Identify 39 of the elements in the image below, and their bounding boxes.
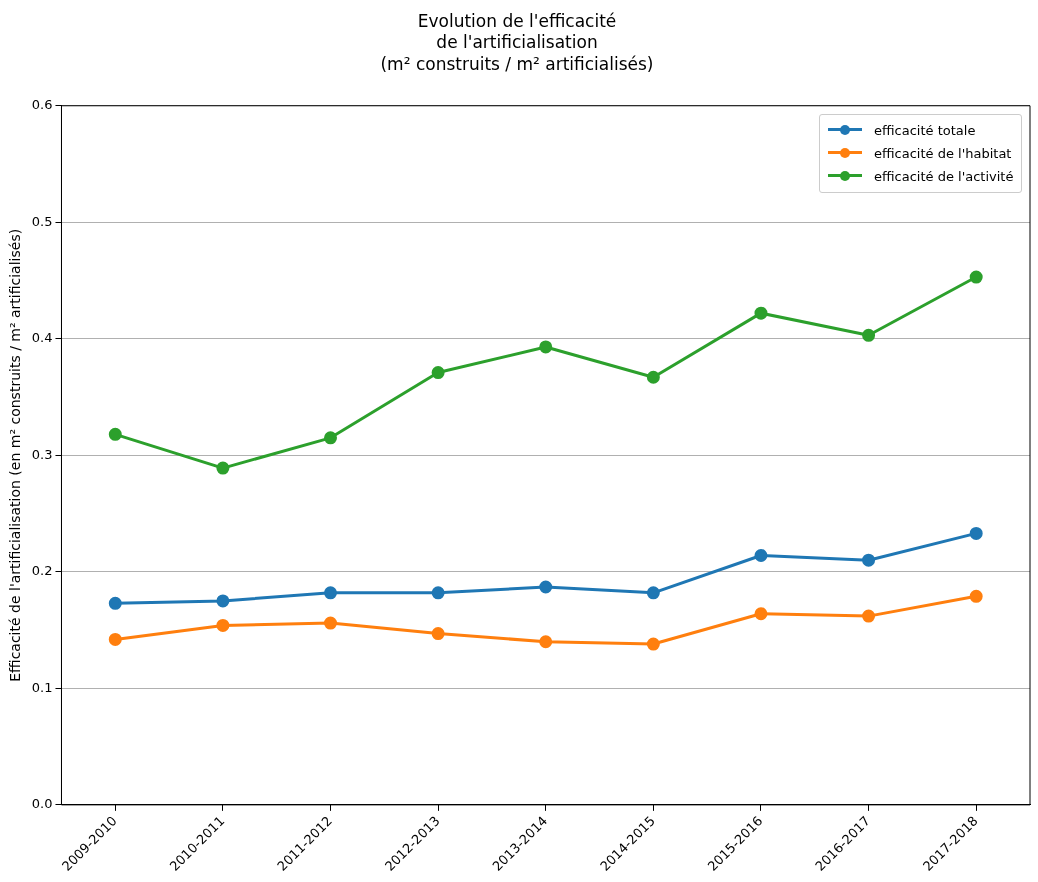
point [431, 586, 445, 600]
point [754, 306, 768, 320]
y-axis-title: Efficacité de l'artificialisation (en m² construits / m² artificialisés) [7, 228, 24, 682]
point [969, 526, 983, 540]
legend-label: efficacité de l'activité [874, 168, 1014, 184]
y-tick-label: 0.2 [31, 563, 53, 579]
y-tick-label: 0.4 [31, 330, 53, 346]
point [862, 553, 876, 567]
point [216, 618, 230, 632]
point [862, 609, 876, 623]
point [646, 586, 660, 600]
point [754, 549, 768, 563]
point [862, 328, 876, 342]
y-tick-label: 0.6 [31, 97, 53, 113]
point [431, 366, 445, 380]
chart-title: Evolution de l'efficacité de l'artificialisation (m² construits / m² artificialisés) [380, 11, 654, 74]
point [539, 580, 553, 594]
point [539, 635, 553, 649]
point [431, 627, 445, 641]
point [324, 616, 338, 630]
point [108, 427, 122, 441]
y-tick-label: 0.1 [31, 679, 53, 695]
point [108, 596, 122, 610]
point [969, 589, 983, 603]
point [324, 586, 338, 600]
y-tick-label: 0.3 [31, 446, 53, 462]
legend-label: efficacité de l'habitat [874, 145, 1012, 161]
point [646, 637, 660, 651]
point [216, 594, 230, 608]
point [646, 370, 660, 384]
point [539, 340, 553, 354]
point [754, 607, 768, 621]
point [108, 632, 122, 646]
y-tick-label: 0.5 [31, 213, 53, 229]
point [216, 461, 230, 475]
y-tick-label: 0.0 [31, 796, 53, 812]
point [969, 270, 983, 284]
legend-label: efficacité totale [874, 122, 976, 138]
point [324, 431, 338, 445]
